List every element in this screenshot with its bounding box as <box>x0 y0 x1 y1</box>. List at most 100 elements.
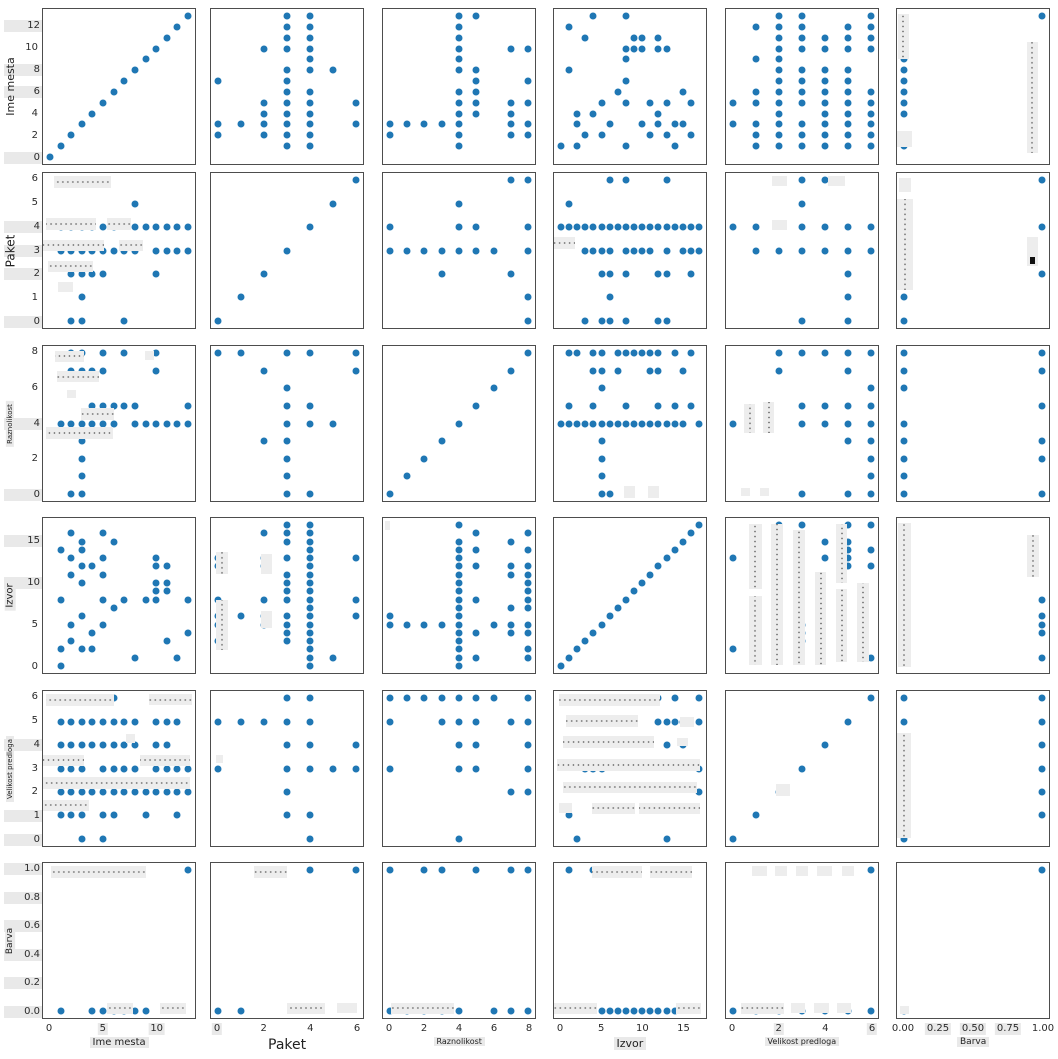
data-point <box>214 131 222 139</box>
data-point <box>283 45 291 53</box>
data-point <box>775 66 783 74</box>
data-point <box>214 596 222 604</box>
annotation-gray-box <box>557 759 700 771</box>
data-point <box>729 554 737 562</box>
data-point <box>900 55 908 63</box>
data-point <box>606 120 614 128</box>
data-point <box>752 223 760 231</box>
data-point <box>455 554 463 562</box>
data-point <box>173 420 181 427</box>
data-point <box>507 45 515 53</box>
data-point <box>630 587 638 595</box>
data-point <box>844 437 852 445</box>
annotation-gray-box <box>900 1005 910 1015</box>
data-point <box>214 349 222 357</box>
data-point <box>120 402 128 410</box>
data-point <box>900 99 908 107</box>
data-point <box>78 490 86 498</box>
data-point <box>775 23 783 31</box>
y-tick-label: 0 <box>4 833 42 846</box>
data-point <box>581 34 589 42</box>
data-point <box>184 629 192 637</box>
annotation-gray-box <box>43 754 85 767</box>
data-point <box>67 621 75 628</box>
data-point <box>306 596 314 604</box>
y-tick-label: 10 <box>25 42 38 54</box>
data-point <box>110 811 118 819</box>
data-point <box>821 88 829 96</box>
data-point <box>88 562 96 570</box>
annotation-gray-box <box>1026 535 1040 577</box>
data-point <box>306 538 314 546</box>
y-axis-label: Barva <box>5 924 16 957</box>
data-point <box>306 579 314 587</box>
data-point <box>844 270 852 278</box>
data-point <box>237 1007 245 1015</box>
data-point <box>630 420 638 427</box>
data-point <box>900 367 908 375</box>
annotation-gray-box <box>770 524 783 666</box>
data-point <box>472 765 480 772</box>
data-point <box>507 604 515 612</box>
data-point <box>78 579 86 587</box>
data-point <box>455 110 463 118</box>
data-point <box>900 88 908 96</box>
annotation-gray-box <box>43 239 104 252</box>
x-tick-label: 6 <box>353 1023 361 1034</box>
data-point <box>606 1007 614 1015</box>
data-point <box>557 142 565 150</box>
data-point <box>99 571 107 579</box>
data-point <box>729 645 737 653</box>
data-point <box>729 835 737 843</box>
data-point <box>386 621 394 628</box>
data-point <box>163 788 171 796</box>
data-point <box>775 99 783 107</box>
data-point <box>507 176 515 184</box>
data-point <box>654 34 662 42</box>
data-point <box>99 367 107 375</box>
data-point <box>329 66 337 74</box>
data-point <box>695 223 703 231</box>
data-point <box>844 562 852 570</box>
data-point <box>524 579 532 587</box>
data-point <box>306 529 314 537</box>
data-point <box>283 637 291 645</box>
data-point <box>88 270 96 278</box>
data-point <box>67 788 75 796</box>
data-point <box>306 34 314 42</box>
data-point <box>622 1007 630 1015</box>
data-point <box>622 12 630 20</box>
data-point <box>386 490 394 498</box>
data-point <box>729 99 737 107</box>
annotation-gray-box <box>215 552 228 574</box>
data-point <box>78 538 86 546</box>
y-tick-label: 1 <box>31 292 38 304</box>
data-point <box>589 247 597 254</box>
data-point <box>507 1007 515 1015</box>
data-point <box>455 612 463 620</box>
data-point <box>867 866 875 874</box>
data-point <box>306 142 314 150</box>
y-tick-label: 5 <box>31 714 38 726</box>
data-point <box>646 1007 654 1015</box>
data-point <box>120 349 128 357</box>
data-point <box>654 45 662 53</box>
data-point <box>630 223 638 231</box>
data-point <box>163 223 171 231</box>
data-point <box>455 629 463 637</box>
scatter-panel-r1c4 <box>553 8 707 165</box>
data-point <box>638 120 646 128</box>
data-point <box>900 835 908 843</box>
data-point <box>598 247 606 254</box>
x-tick-label: 2 <box>420 1023 428 1034</box>
data-point <box>131 718 139 726</box>
data-point <box>438 694 446 702</box>
data-point <box>798 88 806 96</box>
data-point <box>99 402 107 410</box>
data-point <box>752 247 760 254</box>
data-point <box>679 88 687 96</box>
data-point <box>455 645 463 653</box>
data-point <box>565 420 573 427</box>
data-point <box>110 402 118 410</box>
data-point <box>598 223 606 231</box>
